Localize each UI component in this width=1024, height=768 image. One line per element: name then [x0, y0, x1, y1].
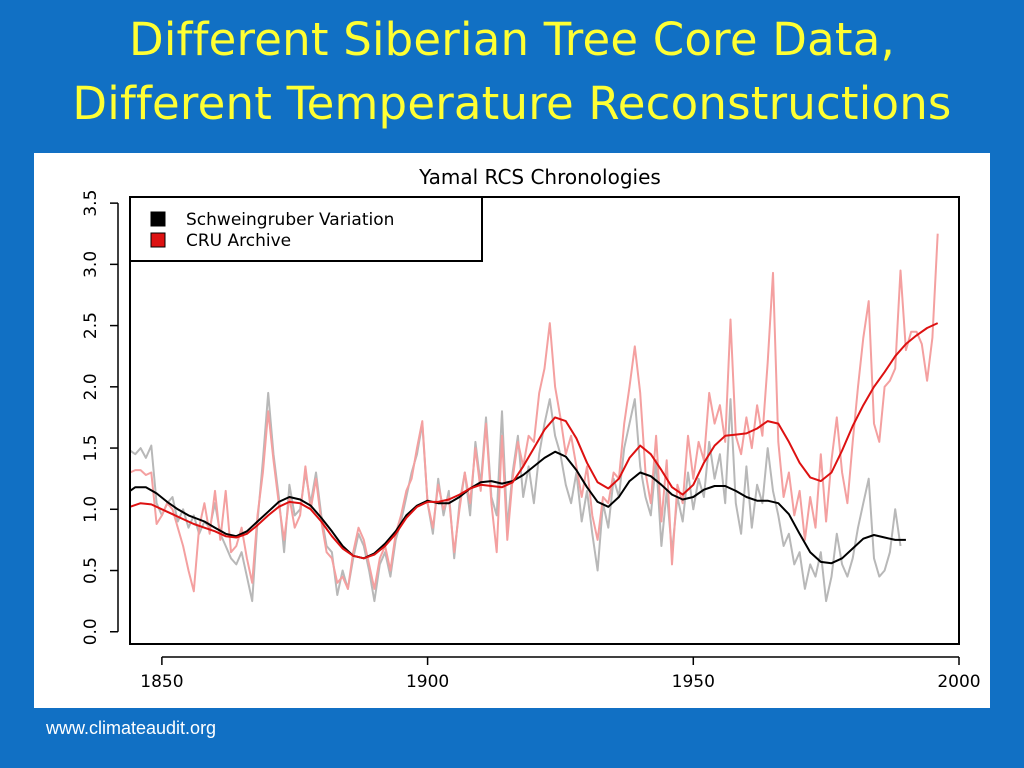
schweingruber-variation-smooth-line	[129, 450, 906, 565]
y-tick-label: 3.0	[81, 251, 101, 278]
x-tick-label: 1900	[406, 672, 449, 692]
x-axis: 1850 1900 1950 2000	[140, 656, 981, 692]
schweingruber-variation-raw-line	[129, 391, 902, 603]
legend-box	[129, 196, 483, 262]
legend-label-schweingruber-variation: Schweingruber Variation	[186, 210, 394, 230]
legend-swatch-cru-archive	[150, 232, 166, 248]
slide-title: Different Siberian Tree Core Data, Diffe…	[0, 8, 1024, 136]
y-tick-label: 2.5	[81, 312, 101, 339]
chart-title: Yamal RCS Chronologies	[418, 165, 661, 189]
cru-archive-raw-line	[129, 233, 939, 593]
yamal-chart: Yamal RCS Chronologies 0.0 0.5 1.0 1.5 2.0 2.…	[81, 165, 981, 692]
raw-series-layer	[129, 233, 939, 603]
plot-frame	[129, 196, 960, 645]
y-tick-label: 0.5	[81, 557, 101, 584]
legend-label-cru-archive: CRU Archive	[186, 231, 291, 251]
y-tick-label: 2.0	[81, 373, 101, 400]
source-footer: www.climateaudit.org	[46, 718, 217, 738]
cru-archive-smooth-line	[129, 322, 939, 560]
slide-title-line-1: Different Siberian Tree Core Data,	[129, 13, 895, 66]
x-tick-label: 2000	[937, 672, 980, 692]
y-axis: 0.0 0.5 1.0 1.5 2.0 2.5 3.0 3.5	[81, 190, 119, 645]
chart-panel: Yamal RCS Chronologies 0.0 0.5 1.0 1.5 2.0 2.…	[34, 153, 990, 708]
y-tick-label: 3.5	[81, 190, 101, 217]
legend-swatch-schweingruber-variation	[150, 211, 166, 227]
x-tick-label: 1850	[140, 672, 183, 692]
smooth-series-layer	[129, 322, 939, 565]
y-tick-label: 0.0	[81, 618, 101, 645]
x-tick-label: 1950	[672, 672, 715, 692]
y-tick-label: 1.0	[81, 496, 101, 523]
y-tick-label: 1.5	[81, 435, 101, 462]
slide-title-line-2: Different Temperature Reconstructions	[72, 77, 952, 130]
